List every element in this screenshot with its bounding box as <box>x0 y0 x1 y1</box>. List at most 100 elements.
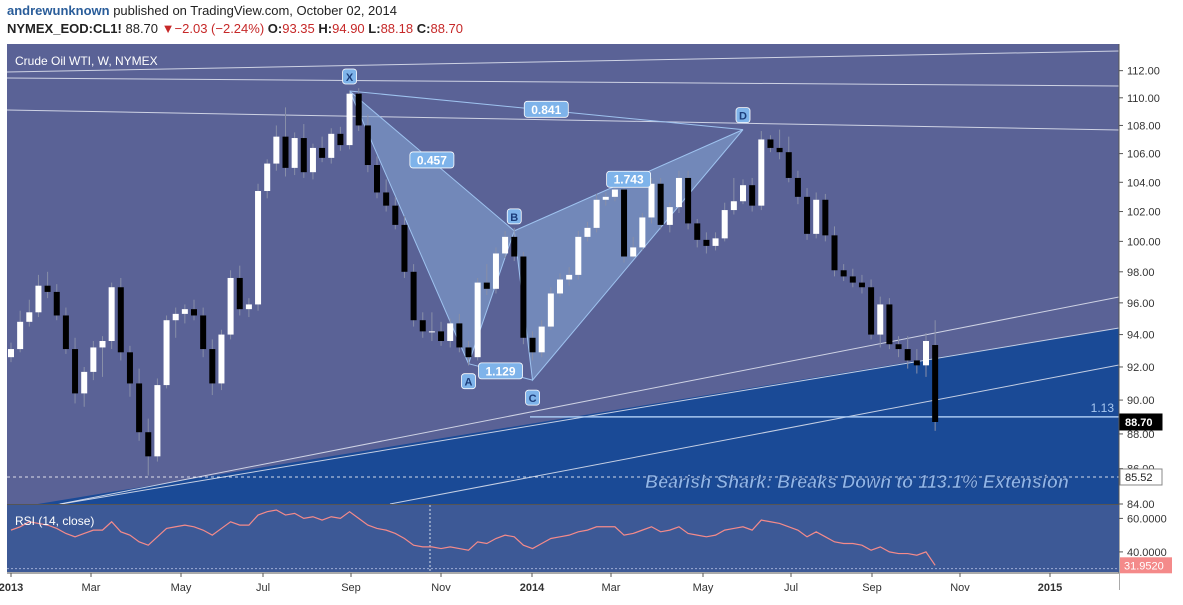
candle-body <box>657 183 664 225</box>
price-tick-label: 92.00 <box>1127 362 1155 374</box>
candle <box>145 418 152 476</box>
candle-body <box>840 270 847 277</box>
time-tick-label: Jul <box>784 582 798 594</box>
candle <box>35 274 42 318</box>
trendline-6 <box>389 364 1119 504</box>
rsi-title: RSI (14, close) <box>15 514 94 528</box>
candle <box>328 128 335 164</box>
candle <box>492 247 499 294</box>
ratio-text: 0.457 <box>417 153 447 167</box>
rsi-pane-background <box>7 505 1119 572</box>
rsi-guides <box>7 568 1119 570</box>
candle <box>245 298 252 318</box>
price-tick-label: 90.00 <box>1127 395 1155 407</box>
trendline-4 <box>59 296 1119 504</box>
candle-body <box>547 293 554 327</box>
candle-body <box>172 313 179 321</box>
candle-body <box>474 282 481 358</box>
candle <box>886 298 893 350</box>
candle-body <box>291 138 298 168</box>
time-tick-label: May <box>171 582 192 594</box>
down-arrow-icon: ▼ <box>161 21 175 36</box>
time-tick-label: 2014 <box>520 582 545 594</box>
pattern-point-text: D <box>739 111 747 123</box>
rsi-pane[interactable]: RSI (14, close) 40.0000 60.0000 31.9520 <box>7 502 1172 574</box>
candle-body <box>923 340 929 366</box>
candle-body <box>117 287 124 353</box>
candle-body <box>639 217 646 248</box>
candle-body <box>666 207 673 225</box>
ratio-label: 0.457 <box>409 151 455 169</box>
candle <box>392 196 399 230</box>
candle-body <box>255 191 262 305</box>
candle <box>804 188 811 240</box>
pattern-point-text: B <box>510 212 518 224</box>
candle-body <box>566 274 573 280</box>
chart-canvas[interactable]: X A B C D 0.457 0.841 1.743 1.129 1.13 Bearish … <box>0 40 1183 605</box>
candle <box>364 114 371 173</box>
candle-body <box>712 238 719 246</box>
channel-fill <box>7 328 1119 504</box>
candle-body <box>209 349 216 384</box>
candle <box>154 378 161 462</box>
candle-body <box>90 347 97 372</box>
candle <box>374 156 380 199</box>
candle-body <box>694 223 701 240</box>
rsi-axis[interactable]: 40.0000 60.0000 31.9520 <box>7 504 1172 574</box>
candle <box>90 340 97 381</box>
chart-header: andrewunknown published on TradingView.c… <box>0 0 1183 40</box>
candle <box>419 312 426 338</box>
price-tags: 88.70 85.52 <box>1119 413 1163 486</box>
candle-body <box>191 309 197 316</box>
candle <box>172 307 179 338</box>
ohlc-info: NYMEX_EOD:CL1! 88.70 ▼−2.03 (−2.24%) O:9… <box>7 21 463 36</box>
price-tick-label: 94.00 <box>1127 330 1155 342</box>
price-axis[interactable]: 84.0086.0088.0090.0092.0094.0096.0098.00… <box>1118 40 1183 605</box>
price-tick-label: 110.00 <box>1127 93 1160 105</box>
price-tick-label: 88.00 <box>1127 429 1155 441</box>
price-tick-label: 98.00 <box>1127 267 1155 279</box>
candle-body <box>53 291 60 316</box>
candle <box>858 274 865 294</box>
price-pane[interactable]: X A B C D 0.457 0.841 1.743 1.129 1.13 Bearish … <box>7 40 1183 605</box>
candle-body <box>785 152 792 178</box>
pattern-annotation: Bearish Shark: Breaks Down to 113.1% Ext… <box>645 472 1069 492</box>
candle <box>813 192 820 239</box>
level-price-tag: 85.52 <box>1119 468 1163 486</box>
pattern-point-d: D <box>735 107 751 124</box>
pattern-point-badge <box>525 389 540 406</box>
candle <box>99 336 106 377</box>
candle <box>639 213 646 251</box>
candle-body <box>776 147 783 153</box>
candle-body <box>62 315 69 350</box>
trendline-1 <box>7 50 1119 73</box>
open-value: 93.35 <box>282 21 315 36</box>
candle <box>163 315 170 389</box>
candle <box>621 179 628 263</box>
candle-body <box>346 93 353 146</box>
candle-body <box>593 199 600 228</box>
candle <box>868 279 875 340</box>
candle <box>602 192 609 206</box>
candle-body <box>392 205 399 225</box>
candle-body <box>904 349 911 361</box>
candle-body <box>703 239 710 246</box>
pattern-point-labels: X A B C D <box>342 68 751 406</box>
candle-body <box>364 125 371 166</box>
trendlines <box>7 50 1119 504</box>
extension-label: 1.13 <box>1091 401 1115 415</box>
candle <box>547 287 554 330</box>
ratio-label: 0.841 <box>523 100 569 118</box>
candle-body <box>511 236 518 257</box>
candle <box>117 277 124 361</box>
candle <box>8 342 14 363</box>
candle-body <box>245 304 252 310</box>
candle <box>511 227 518 262</box>
candle <box>255 183 262 311</box>
price-axis-background <box>1119 40 1183 605</box>
author-link[interactable]: andrewunknown <box>7 3 110 18</box>
time-axis[interactable]: 2013 Mar May Jul Sep Nov 2014 Mar May Jul Sep Nov 20… <box>0 572 1119 605</box>
candle <box>721 202 728 242</box>
price-tick-label: 102.00 <box>1127 207 1161 219</box>
candle-body <box>932 345 939 422</box>
